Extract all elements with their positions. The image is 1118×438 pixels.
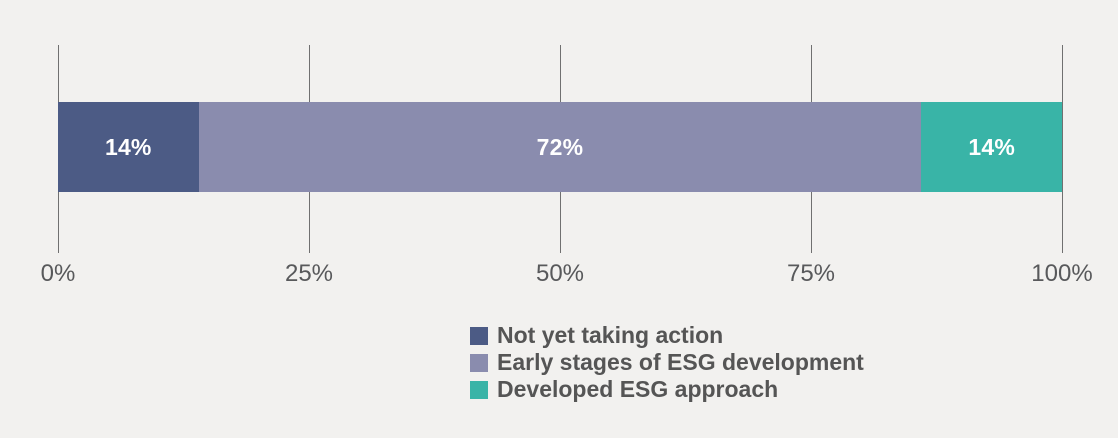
legend-swatch-icon xyxy=(470,326,488,345)
stacked-bar: 14% 72% 14% xyxy=(58,102,1062,192)
legend-swatch-icon xyxy=(470,380,488,399)
legend-item-label: Not yet taking action xyxy=(497,322,724,348)
legend-item: Early stages of ESG development xyxy=(470,349,864,376)
legend-item: Developed ESG approach xyxy=(470,376,864,403)
x-tick-label: 25% xyxy=(284,260,334,287)
legend: Not yet taking action Early stages of ESG… xyxy=(470,322,864,403)
gridline xyxy=(1061,45,1063,253)
bar-segment-1: 14% xyxy=(58,102,199,192)
bar-segment-value-label: 72% xyxy=(536,133,584,160)
legend-swatch-icon xyxy=(470,353,488,372)
bar-segment-2: 72% xyxy=(198,102,922,192)
legend-item-label: Developed ESG approach xyxy=(497,376,779,402)
bar-segment-value-label: 14% xyxy=(104,133,152,160)
legend-item-label: Early stages of ESG development xyxy=(497,349,864,375)
legend-item: Not yet taking action xyxy=(470,322,864,349)
plot-area: 14% 72% 14% 0% 25% 50% 75% 100% xyxy=(41,45,1093,287)
x-tick-label: 50% xyxy=(535,260,585,287)
x-tick-label: 100% xyxy=(1031,260,1093,287)
bar-segment-3: 14% xyxy=(921,102,1062,192)
bar-segment-value-label: 14% xyxy=(968,133,1016,160)
x-tick-label: 0% xyxy=(40,260,76,287)
x-tick-label: 75% xyxy=(786,260,836,287)
